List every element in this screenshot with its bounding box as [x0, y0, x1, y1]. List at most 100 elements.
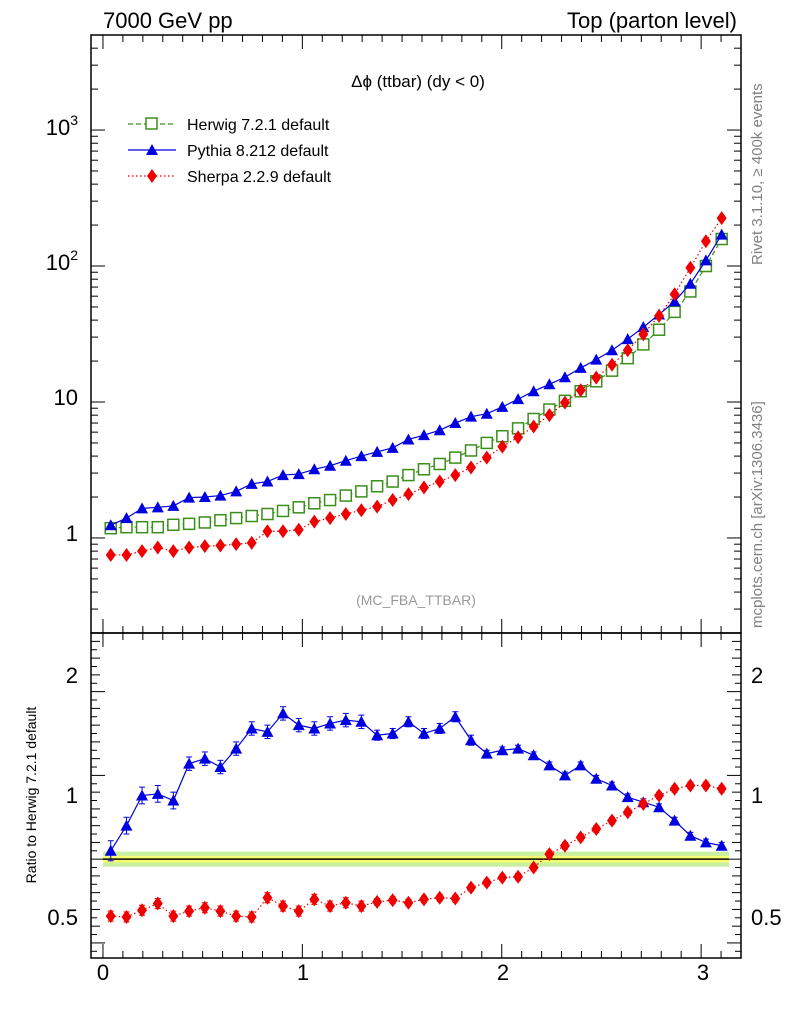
data-point-sherpa	[513, 430, 524, 445]
data-point-herwig	[323, 493, 337, 507]
data-point-pythia	[465, 410, 478, 422]
ratio-point-pythia	[699, 836, 712, 848]
data-point-herwig	[386, 475, 399, 488]
data-point-pythia	[198, 491, 211, 503]
data-point-herwig	[370, 480, 384, 493]
data-point-pythia	[699, 254, 712, 266]
ratio-point-pythia	[277, 707, 290, 719]
legend-marker-herwig	[145, 117, 158, 130]
ratio-point-sherpa	[591, 822, 602, 837]
data-point-herwig	[245, 509, 258, 523]
ratio-point-pythia	[167, 794, 180, 806]
ratio-point-pythia	[417, 727, 430, 739]
data-point-herwig	[417, 463, 431, 476]
ratio-point-sherpa	[716, 781, 727, 796]
data-point-pythia	[527, 385, 540, 397]
data-point-sherpa	[246, 535, 257, 550]
ratio-point-sherpa	[528, 860, 539, 875]
ratio-point-pythia	[590, 772, 603, 784]
ratio-point-pythia	[715, 839, 728, 851]
ratio-point-sherpa	[246, 909, 257, 924]
series-line-pythia	[110, 234, 723, 526]
xtick-label-2: 2	[497, 960, 509, 985]
ratio-point-sherpa	[309, 892, 320, 907]
data-point-pythia	[292, 468, 305, 480]
ratio-point-sherpa	[387, 893, 398, 908]
data-point-pythia	[151, 501, 164, 513]
ratio-point-sherpa	[152, 896, 163, 911]
data-point-sherpa	[293, 522, 304, 537]
data-point-herwig	[229, 511, 243, 525]
data-point-sherpa	[638, 327, 649, 342]
data-point-sherpa	[575, 383, 586, 398]
data-point-sherpa	[403, 487, 414, 502]
data-point-pythia	[715, 228, 728, 240]
data-point-sherpa	[356, 503, 367, 518]
ratio-point-sherpa	[513, 869, 524, 884]
data-point-sherpa	[685, 260, 696, 275]
ratio-ytick-label-1-left: 1	[66, 783, 78, 808]
data-point-sherpa	[497, 439, 508, 454]
ratio-point-sherpa	[278, 899, 289, 914]
data-point-sherpa	[231, 537, 242, 552]
ratio-point-pythia	[308, 722, 321, 734]
data-point-sherpa	[606, 357, 617, 372]
data-point-herwig	[182, 517, 196, 531]
data-point-sherpa	[466, 460, 477, 475]
data-point-sherpa	[215, 538, 226, 553]
data-point-sherpa	[622, 343, 633, 358]
data-point-sherpa	[340, 507, 351, 522]
data-point-pythia	[339, 454, 352, 466]
data-point-pythia	[402, 433, 415, 445]
ratio-point-pythia	[245, 722, 258, 734]
ratio-point-sherpa	[669, 781, 680, 796]
ratio-point-sherpa	[199, 900, 210, 915]
data-point-sherpa	[199, 539, 210, 554]
ratio-point-sherpa	[340, 895, 351, 910]
data-point-pythia	[621, 333, 634, 345]
ratio-point-sherpa	[372, 894, 383, 909]
ratio-point-pythia	[465, 734, 478, 746]
data-point-herwig	[308, 496, 321, 510]
ratio-point-sherpa	[403, 895, 414, 910]
data-point-pythia	[386, 441, 399, 453]
ratio-point-sherpa	[215, 904, 226, 919]
data-point-sherpa	[716, 211, 727, 226]
data-point-herwig	[214, 513, 227, 527]
data-point-sherpa	[544, 408, 555, 423]
ratio-point-pythia	[230, 742, 243, 754]
data-point-pythia	[449, 417, 462, 429]
data-point-herwig	[433, 457, 446, 471]
series-line-sherpa	[110, 217, 723, 556]
ratio-point-pythia	[558, 769, 571, 781]
data-point-pythia	[183, 491, 196, 503]
data-point-herwig	[167, 518, 180, 532]
data-point-sherpa	[372, 499, 383, 514]
ratio-point-pythia	[104, 844, 117, 856]
data-point-sherpa	[152, 540, 163, 555]
ratio-point-sherpa	[231, 909, 242, 924]
ratio-point-pythia	[621, 791, 634, 803]
data-point-pythia	[433, 424, 446, 436]
ratio-point-sherpa	[559, 838, 570, 853]
data-point-pythia	[230, 485, 243, 497]
data-point-pythia	[637, 321, 650, 333]
xtick-label-3: 3	[697, 960, 709, 985]
data-point-pythia	[167, 499, 180, 511]
legend-marker-sherpa	[147, 169, 157, 183]
data-point-sherpa	[168, 544, 179, 559]
ratio-point-pythia	[605, 779, 618, 791]
data-point-sherpa	[528, 419, 539, 434]
ratio-point-pythia	[261, 725, 274, 737]
data-point-herwig	[449, 451, 462, 464]
legend-entry-sherpa: Sherpa 2.2.9 default	[128, 169, 332, 186]
data-point-herwig	[276, 504, 290, 518]
data-point-pythia	[590, 353, 603, 365]
data-point-herwig	[355, 485, 368, 498]
ratio-point-pythia	[136, 789, 149, 801]
ratio-point-sherpa	[293, 904, 304, 919]
data-point-pythia	[136, 502, 149, 514]
legend-entry-pythia: Pythia 8.212 default	[128, 143, 329, 160]
data-point-sherpa	[325, 511, 336, 526]
data-point-sherpa	[137, 544, 148, 559]
